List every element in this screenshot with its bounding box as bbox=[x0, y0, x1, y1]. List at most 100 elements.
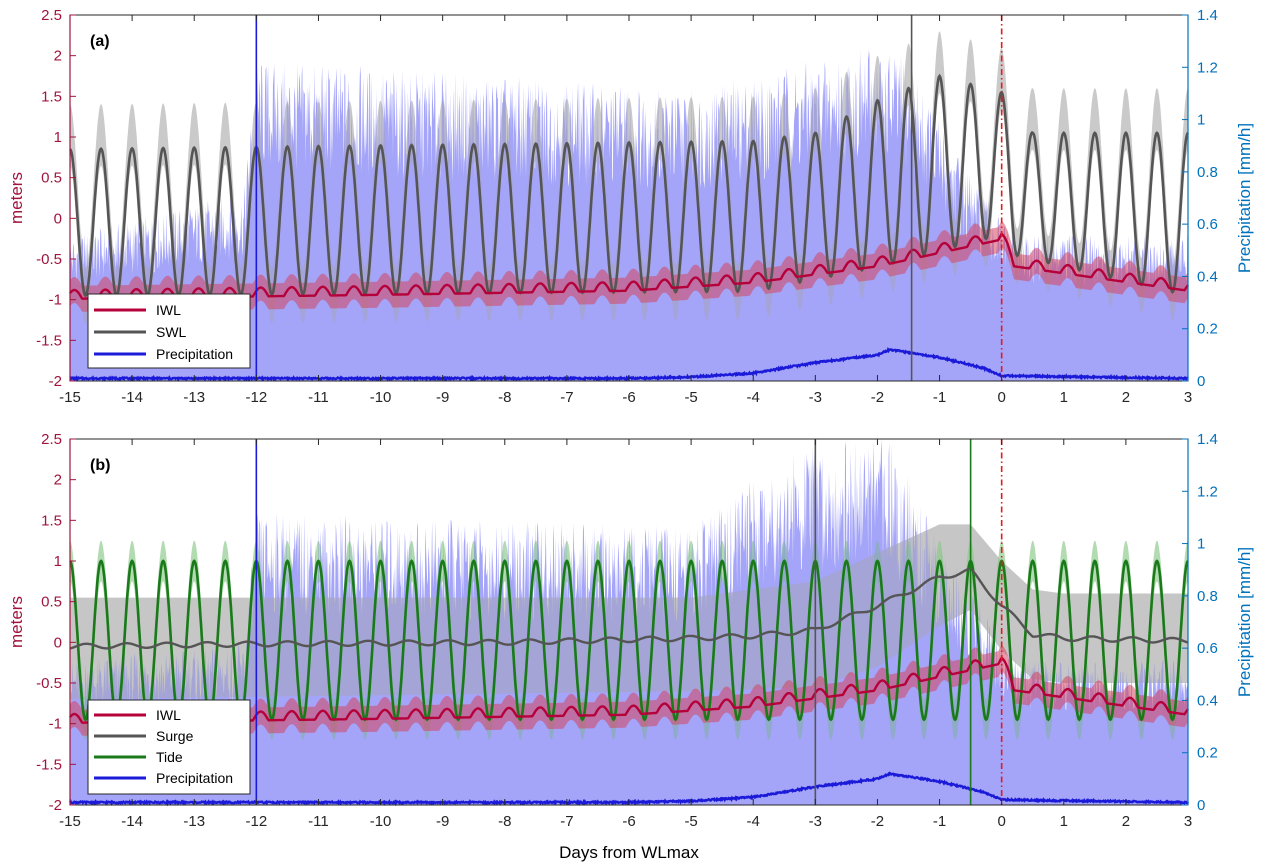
x-tick-label: -14 bbox=[121, 813, 143, 830]
y-left-tick-label: -1.5 bbox=[36, 332, 62, 349]
y-left-tick-label: -2 bbox=[49, 373, 62, 390]
y-right-tick-label: 1.4 bbox=[1197, 7, 1218, 24]
panel-b-y-left-ticks: -2 -1.5 -1 -0.5 0 0.5 1 1.5 2 2.5 bbox=[36, 431, 76, 814]
y-left-tick-label: -0.5 bbox=[36, 251, 62, 268]
y-right-tick-label: 1 bbox=[1197, 536, 1205, 553]
x-tick-label: -13 bbox=[183, 389, 205, 406]
x-tick-label: -15 bbox=[59, 389, 81, 406]
y-left-tick-label: -1.5 bbox=[36, 756, 62, 773]
x-tick-label: -11 bbox=[308, 389, 329, 406]
y-right-tick-label: 0.8 bbox=[1197, 588, 1218, 605]
x-tick-label: -10 bbox=[370, 813, 392, 830]
x-tick-label: -9 bbox=[436, 813, 449, 830]
panel-a-ylabel-right: Precipitation [mm/h] bbox=[1235, 123, 1254, 273]
y-left-tick-label: -2 bbox=[49, 797, 62, 814]
y-left-tick-label: 2.5 bbox=[41, 7, 62, 24]
y-right-tick-label: 0 bbox=[1197, 797, 1205, 814]
x-tick-label: 3 bbox=[1184, 813, 1192, 830]
legend-entry-precipitation: Precipitation bbox=[156, 770, 233, 786]
panel-b-label: (b) bbox=[90, 457, 110, 474]
y-right-tick-label: 0.8 bbox=[1197, 164, 1218, 181]
swl-range-band bbox=[70, 31, 1188, 325]
legend-entry-swl: SWL bbox=[156, 324, 187, 340]
x-tick-label: -1 bbox=[933, 813, 946, 830]
panel-a-ylabel-left: meters bbox=[7, 172, 26, 224]
x-tick-label: -13 bbox=[183, 813, 205, 830]
panel-a-y-right-ticks: 0 0.2 0.4 0.6 0.8 1 1.2 1.4 bbox=[1182, 7, 1218, 390]
y-left-tick-label: 2 bbox=[54, 472, 62, 489]
y-right-tick-label: 1.2 bbox=[1197, 59, 1218, 76]
legend-entry-iwl: IWL bbox=[156, 707, 181, 723]
y-right-tick-label: 0.4 bbox=[1197, 692, 1218, 709]
panel-b-y-right-ticks: 0 0.2 0.4 0.6 0.8 1 1.2 1.4 bbox=[1182, 431, 1218, 814]
x-tick-label: 2 bbox=[1122, 813, 1130, 830]
panel-a-label: (a) bbox=[90, 33, 110, 50]
x-tick-label: -10 bbox=[370, 389, 392, 406]
y-left-tick-label: 0.5 bbox=[41, 594, 62, 611]
y-right-tick-label: 0.6 bbox=[1197, 216, 1218, 233]
panel-a-plot-area bbox=[69, 15, 1189, 383]
panel-b-ylabel-left: meters bbox=[7, 596, 26, 648]
x-tick-label: -8 bbox=[498, 813, 511, 830]
x-tick-label: -5 bbox=[684, 389, 697, 406]
legend-entry-precipitation: Precipitation bbox=[156, 346, 233, 362]
x-tick-label: -7 bbox=[560, 813, 573, 830]
x-tick-label: -3 bbox=[809, 389, 822, 406]
y-right-tick-label: 0.4 bbox=[1197, 268, 1218, 285]
y-left-tick-label: 1 bbox=[54, 553, 62, 570]
x-axis-label: Days from WLmax bbox=[559, 843, 699, 862]
y-right-tick-label: 0.2 bbox=[1197, 745, 1218, 762]
x-tick-label: -15 bbox=[59, 813, 81, 830]
y-left-tick-label: 0 bbox=[54, 634, 62, 651]
y-left-tick-label: 0.5 bbox=[41, 170, 62, 187]
legend-entry-iwl: IWL bbox=[156, 302, 181, 318]
panel-a-y-left-ticks: -2 -1.5 -1 -0.5 0 0.5 1 1.5 2 2.5 bbox=[36, 7, 76, 390]
y-right-tick-label: 0.2 bbox=[1197, 321, 1218, 338]
y-left-tick-label: 0 bbox=[54, 210, 62, 227]
y-left-tick-label: 2.5 bbox=[41, 431, 62, 448]
x-tick-label: -9 bbox=[436, 389, 449, 406]
legend-entry-surge: Surge bbox=[156, 728, 194, 744]
y-left-tick-label: 1 bbox=[54, 129, 62, 146]
x-tick-label: -3 bbox=[809, 813, 822, 830]
x-tick-label: -4 bbox=[747, 389, 760, 406]
x-tick-label: -6 bbox=[622, 389, 635, 406]
y-left-tick-label: 1.5 bbox=[41, 512, 62, 529]
x-tick-label: -2 bbox=[871, 389, 884, 406]
x-tick-label: 3 bbox=[1184, 389, 1192, 406]
x-tick-label: 0 bbox=[997, 813, 1005, 830]
panel-b-ylabel-right: Precipitation [mm/h] bbox=[1235, 547, 1254, 697]
x-tick-label: 2 bbox=[1122, 389, 1130, 406]
panel-a: -15 -14 -13 -12 -11 -10 -9 -8 -7 -6 -5 -4 -3 -2 -1 0 1 2 3… bbox=[7, 7, 1254, 406]
panel-b-plot-area bbox=[68, 439, 1190, 807]
x-tick-label: -11 bbox=[308, 813, 329, 830]
x-tick-label: 1 bbox=[1060, 389, 1068, 406]
x-tick-label: 0 bbox=[997, 389, 1005, 406]
panel-b-legend: IWL Surge Tide Precipitation bbox=[87, 699, 251, 795]
y-right-tick-label: 1.2 bbox=[1197, 483, 1218, 500]
x-tick-label: -7 bbox=[560, 389, 573, 406]
panel-b: -15 -14 -13 -12 -11 -10 -9 -8 -7 -6 -5 -4 -3 -2 -1 0 1 2 3… bbox=[7, 431, 1254, 830]
x-tick-label: -2 bbox=[871, 813, 884, 830]
x-tick-label: -14 bbox=[121, 389, 143, 406]
y-left-tick-label: 1.5 bbox=[41, 88, 62, 105]
y-left-tick-label: 2 bbox=[54, 48, 62, 65]
panel-a-legend: IWL SWL Precipitation bbox=[87, 293, 251, 369]
y-right-tick-label: 0.6 bbox=[1197, 640, 1218, 657]
y-right-tick-label: 1.4 bbox=[1197, 431, 1218, 448]
x-tick-label: -12 bbox=[245, 389, 267, 406]
y-left-tick-label: -1 bbox=[49, 292, 62, 309]
panel-a-x-ticks: -15 -14 -13 -12 -11 -10 -9 -8 -7 -6 -5 -4 -3 -2 -1 0 1 2 3 bbox=[59, 15, 1192, 406]
x-tick-label: -8 bbox=[498, 389, 511, 406]
y-left-tick-label: -0.5 bbox=[36, 675, 62, 692]
y-left-tick-label: -1 bbox=[49, 716, 62, 733]
x-tick-label: -5 bbox=[684, 813, 697, 830]
panel-b-x-ticks: -15 -14 -13 -12 -11 -10 -9 -8 -7 -6 -5 -4 -3 -2 -1 0 1 2 3 bbox=[59, 439, 1192, 830]
x-tick-label: -12 bbox=[245, 813, 267, 830]
x-tick-label: 1 bbox=[1060, 813, 1068, 830]
y-right-tick-label: 0 bbox=[1197, 373, 1205, 390]
x-tick-label: -1 bbox=[933, 389, 946, 406]
x-tick-label: -4 bbox=[747, 813, 760, 830]
legend-entry-tide: Tide bbox=[156, 749, 183, 765]
